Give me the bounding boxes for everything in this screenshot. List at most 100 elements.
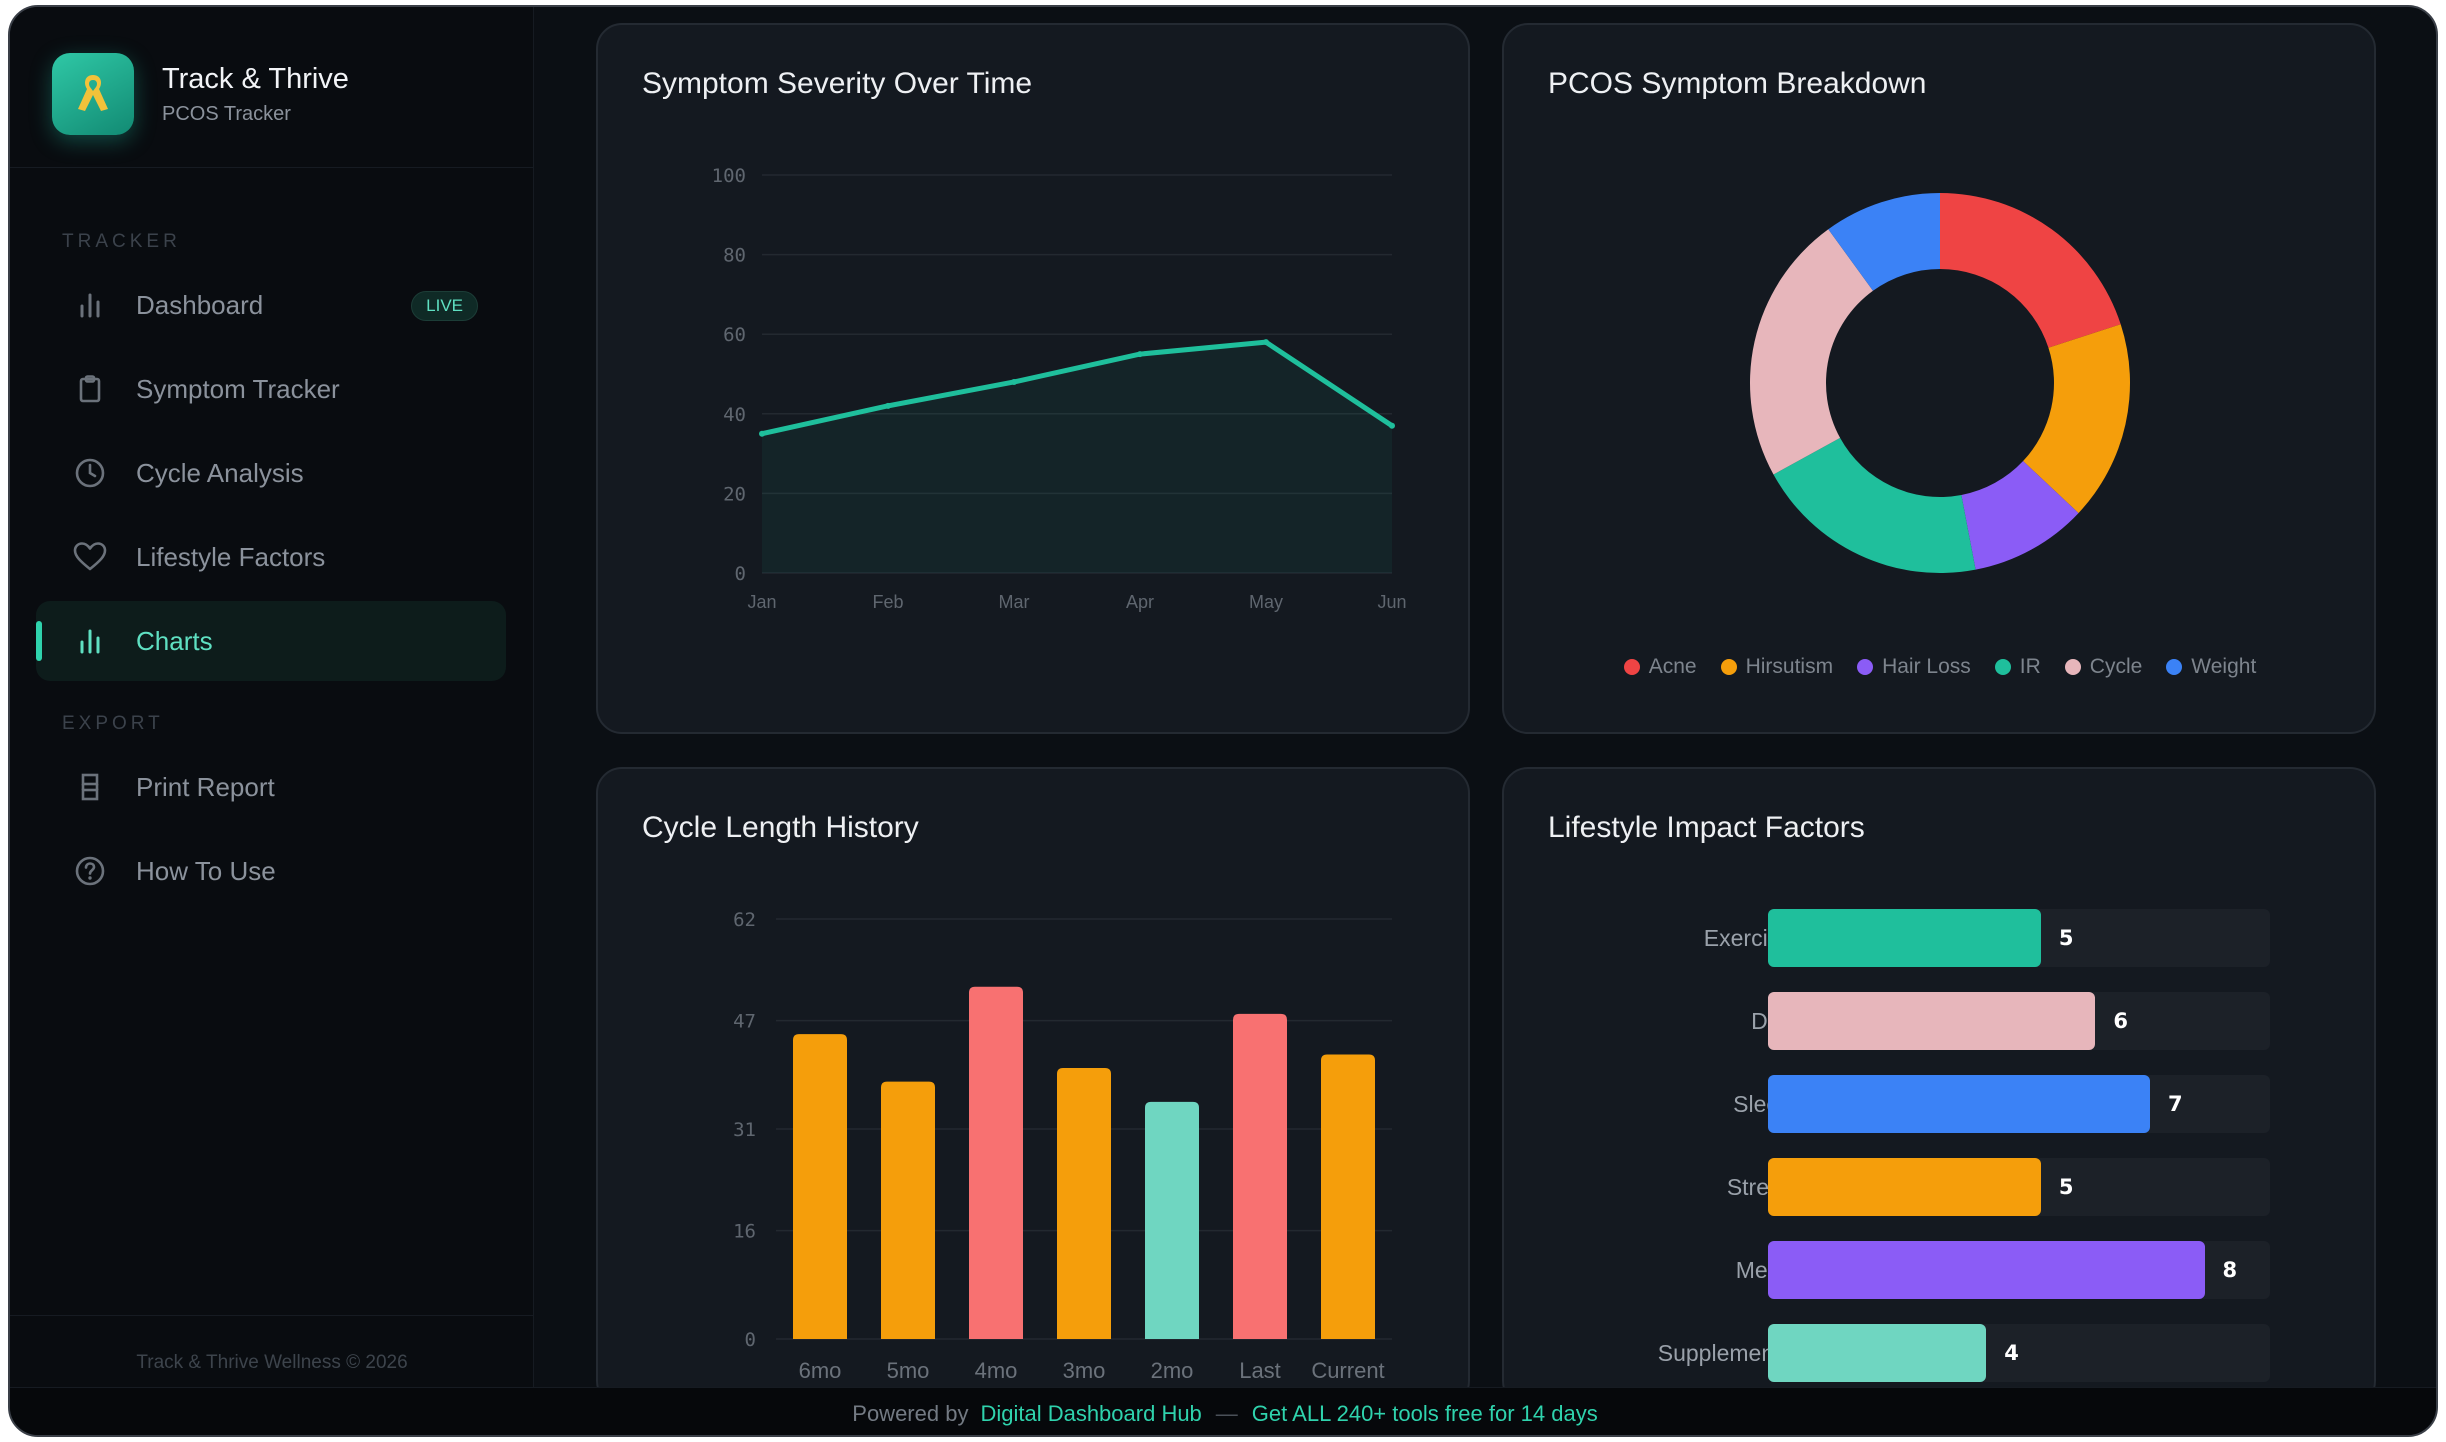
powered-by-text: Powered by [852,1400,969,1426]
data-point [1011,378,1017,385]
heart-icon [72,539,108,575]
bar [1768,909,2041,967]
x-tick-label: 5mo [887,1358,930,1383]
divider [10,1315,534,1316]
bar-row: Meds 8 [1504,1241,2376,1299]
bar [881,1081,935,1339]
bar [1768,1075,2150,1133]
legend-swatch [2064,659,2081,675]
legend-item: Hirsutism [1720,655,1834,679]
y-tick-label: 80 [723,245,746,267]
x-tick-label: 2mo [1151,1358,1194,1383]
help-circle-icon [72,853,108,889]
legend-label: Hirsutism [1745,655,1834,678]
x-tick-label: 3mo [1063,1358,1106,1383]
bar [1768,992,2096,1050]
sidebar-item-charts[interactable]: Charts [36,601,506,681]
sidebar-item-lifestyle-factors[interactable]: Lifestyle Factors [36,517,506,597]
legend-item: Cycle [2064,655,2143,679]
sidebar-item-how-to-use[interactable]: How To Use [36,831,506,911]
y-tick-label: 31 [733,1119,756,1141]
divider [10,167,534,168]
promo-bar: Powered by Digital Dashboard Hub — Get A… [10,1387,2436,1435]
data-point [1137,351,1143,358]
y-tick-label: 0 [735,563,746,585]
sidebar-item-label: Charts [136,625,213,656]
bar-row: Stress 5 [1504,1158,2376,1216]
cycle-bar-chart: 0 16 31 47 62 6mo 5mo 4mo 3mo 2mo Last Current [733,909,1392,1383]
chart-legend: Acne Hirsutism Hair Loss IR Cycle Weight [1504,655,2376,679]
promo-link[interactable]: Get ALL 240+ tools free for 14 days [1251,1400,1598,1426]
legend-swatch [1857,659,1874,675]
bar-track: 6 [1768,992,2270,1050]
bar-value-label: 6 [2113,1009,2129,1033]
y-tick-label: 62 [733,909,756,931]
clock-icon [72,455,108,491]
bar-chart-icon [72,623,108,659]
bar [1768,1324,1987,1382]
brand-subtitle: PCOS Tracker [162,102,291,125]
hub-link[interactable]: Digital Dashboard Hub [980,1400,1202,1426]
bar-track: 7 [1768,1075,2270,1133]
sidebar-item-cycle-analysis[interactable]: Cycle Analysis [36,433,506,513]
sidebar-item-label: Print Report [136,771,275,802]
bar-row: Exercise 5 [1504,909,2376,967]
symptom-donut-chart [1750,193,2130,573]
section-label-export: EXPORT [62,713,164,734]
bar-value-label: 4 [2004,1341,2019,1365]
bar-chart-icon [72,287,108,323]
bar-value-label: 5 [2058,1175,2074,1199]
severity-chart-card: Symptom Severity Over Time 0 20 40 60 80 100 J… [596,23,1470,734]
sidebar-footer: Track & Thrive Wellness © 2026 [136,1352,408,1373]
cycle-chart-card: Cycle Length History 0 16 31 47 62 6mo 5mo 4mo 3… [596,767,1470,1407]
brand[interactable]: Track & Thrive PCOS Tracker [52,52,349,136]
section-label-tracker: TRACKER [62,231,181,252]
sidebar-item-label: How To Use [136,855,276,886]
printer-icon [72,769,108,805]
legend-item: Hair Loss [1857,655,1971,679]
y-tick-label: 20 [723,483,746,505]
legend-swatch [1994,659,2011,675]
data-point [1389,422,1395,429]
area-fill [762,342,1392,573]
legend-label: Acne [1648,655,1697,678]
bar [1768,1158,2041,1216]
card-title: Cycle Length History [642,811,919,844]
y-tick-label: 16 [733,1221,756,1243]
sidebar-item-label: Symptom Tracker [136,373,340,404]
bar [1768,1241,2205,1299]
card-title: Symptom Severity Over Time [642,67,1033,100]
sidebar-item-symptom-tracker[interactable]: Symptom Tracker [36,349,506,429]
sidebar-item-dashboard[interactable]: Dashboard LIVE [36,265,506,345]
bar-value-label: 5 [2058,926,2074,950]
bar-track: 5 [1768,1158,2270,1216]
legend-swatch [1623,659,1640,675]
x-tick-label: 6mo [799,1358,842,1383]
legend-label: Hair Loss [1882,655,1971,678]
bar-track: 4 [1768,1324,2270,1382]
data-point [885,402,891,409]
x-tick-label: Mar [999,592,1030,612]
sidebar-item-label: Dashboard [136,289,264,320]
card-title: Lifestyle Impact Factors [1548,811,1865,844]
legend-label: Cycle [2089,655,2143,678]
app-window: Track & Thrive PCOS Tracker TRACKER Dash… [8,5,2438,1437]
sidebar: Track & Thrive PCOS Tracker TRACKER Dash… [10,7,534,1387]
x-tick-label: Jun [1377,592,1406,612]
bar-track: 8 [1768,1241,2270,1299]
y-tick-label: 100 [712,165,746,187]
sidebar-item-print-report[interactable]: Print Report [36,747,506,827]
bar [1233,1013,1287,1339]
clipboard-icon [72,371,108,407]
pie-slice [1773,437,1976,573]
legend-swatch [1720,659,1737,675]
legend-item: Acne [1623,655,1697,679]
bar-row: Sleep 7 [1504,1075,2376,1133]
x-tick-label: Apr [1126,592,1154,612]
pie-slice [1828,193,1940,291]
legend-item: IR [1994,655,2041,679]
pie-slice [1961,461,2079,570]
x-tick-label: May [1249,592,1283,612]
sidebar-item-label: Cycle Analysis [136,457,304,488]
